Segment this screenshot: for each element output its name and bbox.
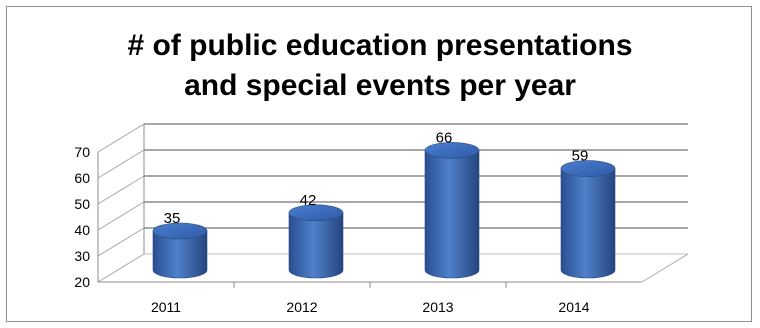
y-tick-label: 70: [74, 144, 90, 160]
bar-top: [424, 142, 480, 159]
data-label: 35: [164, 210, 181, 227]
gridline-side: [97, 175, 145, 205]
gridline-side: [97, 123, 145, 153]
x-tick-label: 2012: [286, 299, 317, 315]
chart-title-line-1: # of public education presentations: [127, 29, 633, 62]
y-tick-label: 50: [74, 196, 90, 212]
bar-2014: [560, 160, 616, 279]
bar-body: [560, 168, 616, 279]
chart-frame: [6, 6, 752, 322]
bar-top: [560, 160, 616, 177]
bar-body: [152, 230, 208, 279]
gridline-side: [97, 227, 145, 257]
data-label: 59: [572, 148, 589, 165]
chart-title-line-2: and special events per year: [184, 69, 576, 102]
data-label: 42: [300, 192, 317, 209]
x-tick-label: 2011: [151, 299, 181, 315]
bar-2013: [424, 142, 480, 279]
bars-layer: [152, 142, 616, 279]
bar-top: [288, 204, 344, 222]
y-tick-label: 20: [74, 274, 90, 290]
y-tick-label: 60: [74, 170, 90, 186]
bar-top: [152, 222, 208, 240]
x-tick-label: 2013: [422, 299, 453, 315]
x-tick-label: 2014: [558, 299, 589, 315]
y-tick-label: 40: [74, 222, 90, 238]
bar-body: [424, 150, 480, 279]
gridline-side: [97, 201, 145, 231]
data-label: 66: [436, 129, 453, 146]
bar-2011: [152, 222, 208, 279]
gridline-side: [97, 253, 145, 283]
gridline-side: [97, 149, 145, 179]
bar-2012: [288, 204, 344, 279]
y-tick-label: 30: [74, 248, 90, 264]
floor-edge: [641, 253, 689, 283]
axes-layer: [97, 124, 689, 288]
labels-layer: 20 30 40 50 60 70 35 2011 42 2012 66 2013 59 2014: [74, 129, 589, 315]
bar-body: [288, 212, 344, 279]
